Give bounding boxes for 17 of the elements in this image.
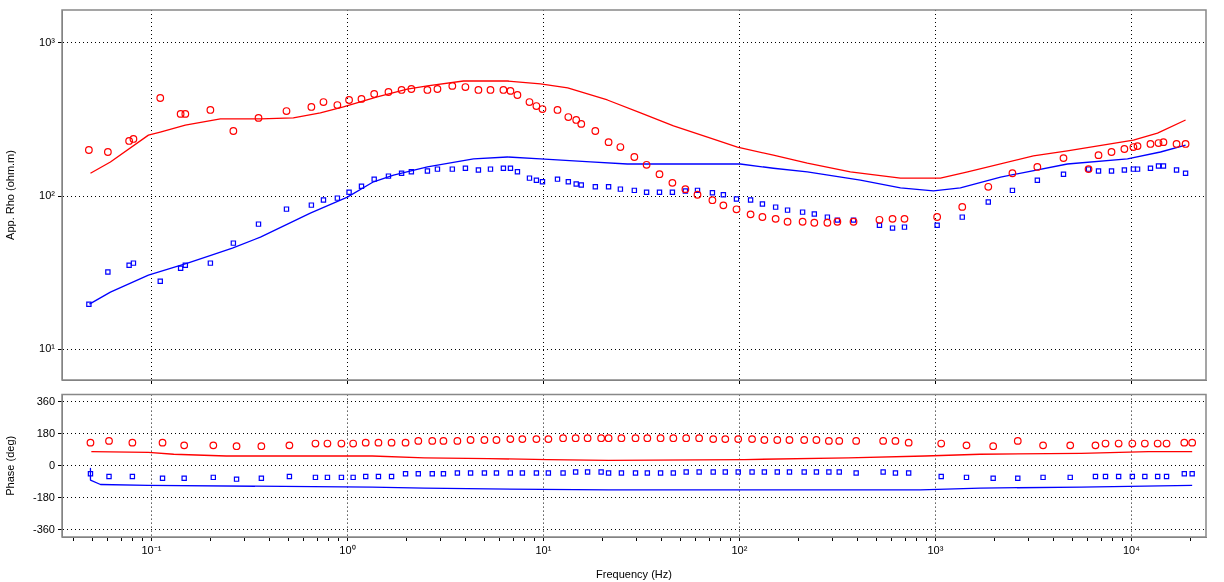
y-tick-label: 0 (48, 458, 55, 471)
x-axis-title: Frequency (Hz) (596, 568, 672, 581)
y-axis-title: Phase (deg) (3, 435, 16, 496)
y-tick-label: -360 (32, 522, 55, 535)
y-tick-label: 10² (39, 189, 56, 202)
x-tick-label: 10³ (927, 543, 944, 556)
x-tick-label: 10⁴ (1122, 543, 1141, 556)
y-tick-label: 10¹ (39, 342, 56, 355)
x-tick-label: 10¹ (535, 543, 552, 556)
x-tick-label: 10² (731, 543, 748, 556)
y-axis-title: App. Rho (ohm.m) (3, 150, 16, 240)
y-tick-label: 180 (36, 426, 55, 439)
y-tick-label: 10³ (39, 35, 56, 48)
x-tick-label: 10⁻¹ (141, 543, 162, 556)
x-tick-label: 10⁰ (339, 543, 356, 556)
y-tick-label: -180 (32, 490, 55, 503)
y-tick-label: 360 (36, 394, 55, 407)
